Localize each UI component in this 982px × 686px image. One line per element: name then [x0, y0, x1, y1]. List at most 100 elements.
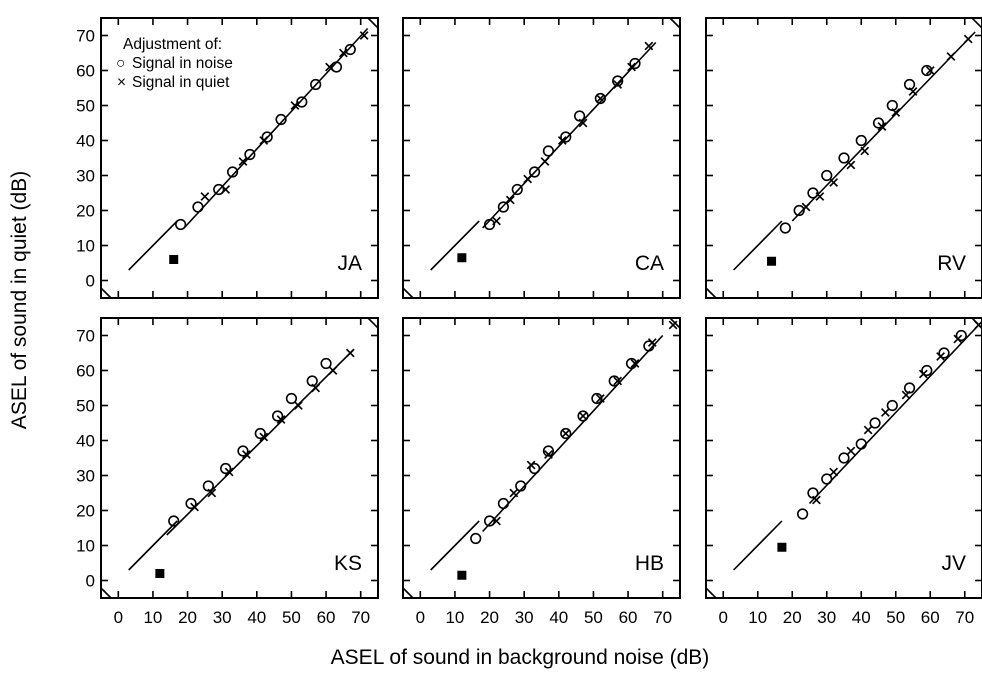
y-tick-label: 30: [76, 467, 95, 486]
x-tick-label: 50: [886, 608, 905, 627]
point-signal-in-quiet: [649, 339, 657, 347]
x-tick-label: 50: [282, 608, 301, 627]
point-signal-in-quiet: [329, 367, 337, 375]
point-signal-in-quiet: [975, 321, 982, 329]
point-threshold: [767, 257, 776, 266]
y-tick-label: 20: [76, 502, 95, 521]
panel-label: JA: [337, 252, 362, 275]
corner-mark: [706, 288, 716, 298]
corner-mark: [403, 288, 413, 298]
x-tick-label: 10: [748, 608, 767, 627]
point-signal-in-noise: [856, 439, 866, 449]
x-tick-label: 10: [143, 608, 162, 627]
panel-label: CA: [635, 252, 664, 275]
x-tick-label: 20: [783, 608, 802, 627]
point-signal-in-quiet: [861, 147, 869, 155]
y-tick-label: 70: [76, 327, 95, 346]
corner-mark: [706, 588, 716, 598]
point-signal-in-noise: [499, 499, 509, 509]
point-signal-in-quiet: [295, 402, 303, 410]
y-tick-label: 50: [76, 97, 95, 116]
point-signal-in-noise: [512, 185, 522, 195]
x-tick-label: 20: [178, 608, 197, 627]
x-tick-label: 30: [515, 608, 534, 627]
point-signal-in-noise: [856, 136, 866, 146]
identity-dash-line: [129, 521, 177, 570]
corner-mark: [670, 18, 680, 28]
point-threshold: [777, 543, 786, 552]
point-threshold: [457, 253, 466, 262]
legend-item-noise: Signal in noise: [132, 55, 233, 72]
point-signal-in-noise: [471, 534, 481, 544]
panel-label: HB: [635, 552, 664, 575]
point-threshold: [169, 255, 178, 264]
y-tick-label: 10: [76, 537, 95, 556]
point-signal-in-quiet: [347, 349, 355, 357]
corner-mark: [101, 588, 111, 598]
y-tick-label: 50: [76, 397, 95, 416]
y-tick-label: 0: [86, 272, 95, 291]
y-tick-label: 40: [76, 132, 95, 151]
x-tick-label: 60: [619, 608, 638, 627]
x-tick-label: 50: [584, 608, 603, 627]
point-threshold: [457, 571, 466, 580]
panel-ca: CA: [403, 18, 680, 298]
y-tick-label: 30: [76, 167, 95, 186]
panel-label: JV: [941, 552, 966, 575]
y-tick-label: 40: [76, 432, 95, 451]
x-tick-label: 30: [213, 608, 232, 627]
point-signal-in-quiet: [201, 193, 209, 201]
point-signal-in-quiet: [964, 35, 972, 43]
point-signal-in-quiet: [562, 430, 570, 438]
x-tick-label: 40: [247, 608, 266, 627]
point-signal-in-quiet: [920, 370, 928, 378]
x-tick-label: 70: [955, 608, 974, 627]
legend: Adjustment of: ○ Signal in noise × Signa…: [116, 36, 233, 91]
x-tick-label: 60: [317, 608, 336, 627]
y-tick-label: 60: [76, 362, 95, 381]
legend-symbol-noise: ○: [116, 55, 125, 72]
point-signal-in-quiet: [864, 426, 872, 434]
point-signal-in-quiet: [541, 158, 549, 166]
panels-group: 0 10 20 30 40 50 60 70 JA CA RV 0 10 20 30 40 50 60 70 0 10 2…: [76, 18, 982, 627]
identity-dash-line: [734, 521, 782, 570]
fit-line: [810, 322, 982, 504]
point-signal-in-quiet: [830, 179, 838, 187]
legend-title: Adjustment of:: [123, 36, 222, 53]
point-signal-in-quiet: [882, 409, 890, 417]
point-signal-in-quiet: [243, 451, 251, 459]
corner-mark: [972, 18, 982, 28]
point-signal-in-noise: [193, 202, 203, 212]
panel-label: RV: [937, 252, 966, 275]
point-signal-in-quiet: [524, 175, 532, 183]
x-tick-label: 70: [351, 608, 370, 627]
y-tick-label: 70: [76, 27, 95, 46]
point-signal-in-quiet: [937, 353, 945, 361]
x-tick-label: 10: [445, 608, 464, 627]
point-signal-in-quiet: [830, 468, 838, 476]
x-tick-label: 0: [416, 608, 425, 627]
fit-line: [483, 43, 656, 229]
identity-dash-line: [431, 221, 479, 270]
legend-symbol-quiet: ×: [117, 74, 126, 91]
y-tick-label: 0: [86, 572, 95, 591]
point-signal-in-quiet: [847, 447, 855, 455]
point-signal-in-quiet: [954, 335, 962, 343]
point-signal-in-noise: [176, 220, 186, 230]
corner-mark: [368, 18, 378, 28]
point-threshold: [155, 569, 164, 578]
point-signal-in-quiet: [847, 161, 855, 169]
x-tick-label: 30: [817, 608, 836, 627]
point-signal-in-quiet: [527, 461, 535, 469]
x-tick-label: 40: [549, 608, 568, 627]
point-signal-in-quiet: [260, 137, 268, 145]
point-signal-in-noise: [798, 509, 808, 519]
y-axis-title: ASEL of sound in quiet (dB): [8, 171, 31, 429]
legend-item-quiet: Signal in quiet: [132, 74, 230, 91]
y-tick-label: 10: [76, 237, 95, 256]
x-tick-label: 0: [114, 608, 123, 627]
x-axis-title: ASEL of sound in background noise (dB): [331, 646, 710, 669]
